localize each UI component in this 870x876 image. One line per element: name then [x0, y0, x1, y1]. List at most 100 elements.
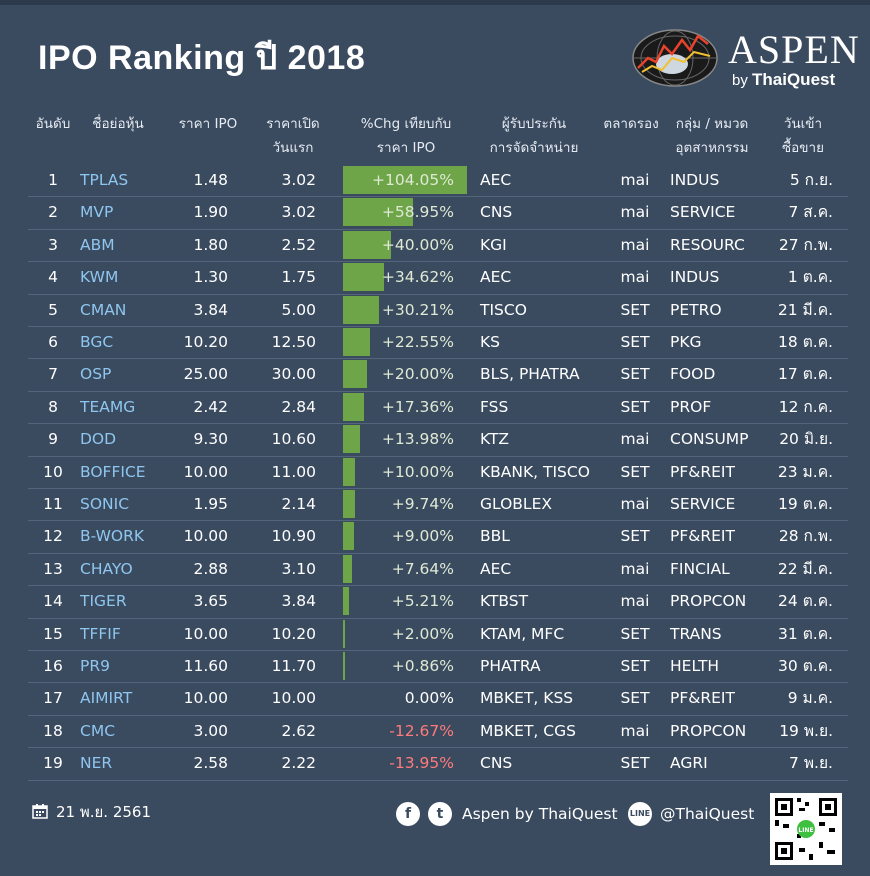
- table-row: 10 BOFFICE 10.00 11.00 KBANK, TISCO SET PF&REI…: [28, 456, 848, 489]
- market-cell: SET: [620, 689, 650, 708]
- rank-cell: 8: [48, 397, 58, 416]
- calendar-icon: [32, 804, 48, 819]
- open-price-cell: 3.02: [281, 171, 316, 189]
- chg-bar-track: [343, 650, 468, 682]
- listing-date-cell: 17 ต.ค.: [778, 365, 833, 384]
- symbol-cell[interactable]: BGC: [80, 333, 114, 351]
- chg-label-cell: +13.98%: [381, 430, 454, 449]
- rank-cell: 11: [43, 495, 63, 513]
- underwriter-cell: TISCO: [480, 300, 527, 319]
- open-price-cell: 5.00: [281, 300, 316, 319]
- symbol-cell[interactable]: MVP: [80, 203, 114, 222]
- twitter-icon[interactable]: t: [428, 802, 452, 826]
- market-cell: mai: [620, 495, 650, 513]
- symbol-cell[interactable]: TFFIF: [80, 624, 121, 643]
- open-price-cell: 2.52: [281, 235, 316, 254]
- listing-date-cell: 22 มี.ค.: [777, 559, 833, 578]
- symbol-cell[interactable]: B-WORK: [80, 527, 145, 546]
- industry-cell: AGRI: [670, 754, 708, 773]
- chg-label-cell: +58.95%: [381, 203, 454, 222]
- underwriter-cell: CNS: [480, 203, 513, 222]
- listing-date-cell: 7 ส.ค.: [788, 203, 833, 222]
- globe-logo-icon: [632, 29, 718, 87]
- brand-name: ASPEN: [728, 27, 860, 72]
- listing-date-cell: 18 ต.ค.: [778, 333, 833, 351]
- underwriter-cell: MBKET, KSS: [480, 689, 574, 708]
- industry-cell: SERVICE: [670, 495, 736, 513]
- symbol-cell[interactable]: SONIC: [80, 495, 130, 513]
- chg-bar: [343, 554, 353, 583]
- listing-date-cell: 30 ต.ค.: [778, 657, 833, 675]
- chg-label-cell: +20.00%: [381, 365, 454, 384]
- listing-date-cell: 19 พ.ย.: [779, 721, 833, 740]
- symbol-cell[interactable]: DOD: [80, 430, 117, 449]
- industry-cell: PF&REIT: [670, 462, 735, 481]
- listing-date-cell: 21 มี.ค.: [777, 300, 833, 319]
- table-row: 15 TFFIF 10.00 10.20 KTAM, MFC SET TRANS 31 ต.ค…: [28, 618, 848, 651]
- symbol-cell[interactable]: PR9: [80, 657, 110, 675]
- listing-date-cell: 9 ม.ค.: [787, 689, 833, 708]
- header-rank: อันดับ: [35, 116, 71, 132]
- rank-cell: 18: [43, 721, 63, 740]
- open-price-cell: 2.22: [281, 754, 316, 773]
- chg-bar-track: [343, 456, 468, 488]
- chg-bar: [343, 295, 379, 324]
- underwriter-cell: CNS: [480, 754, 513, 773]
- chg-bar-track: [343, 423, 468, 455]
- listing-date-cell: 20 มิ.ย.: [779, 430, 833, 449]
- ipo-price-cell: 11.60: [183, 657, 228, 675]
- symbol-cell[interactable]: TPLAS: [80, 171, 129, 189]
- market-cell: mai: [620, 235, 650, 254]
- open-price-cell: 10.90: [271, 527, 316, 546]
- symbol-cell[interactable]: TIGER: [80, 592, 127, 611]
- market-cell: SET: [620, 333, 650, 351]
- rank-cell: 4: [48, 268, 58, 287]
- header-uw-line2: การจัดจำหน่าย: [489, 140, 579, 156]
- line-icon[interactable]: LINE: [628, 802, 652, 826]
- market-cell: mai: [620, 171, 650, 189]
- industry-cell: PKG: [670, 333, 702, 351]
- line-id[interactable]: @ThaiQuest: [660, 805, 755, 823]
- chg-bar: [343, 166, 467, 194]
- listing-date-cell: 27 ก.พ.: [778, 235, 833, 254]
- rank-cell: 12: [43, 527, 63, 546]
- symbol-cell[interactable]: AIMIRT: [80, 689, 133, 708]
- open-price-cell: 1.75: [281, 268, 316, 287]
- open-price-cell: 3.10: [281, 559, 316, 578]
- rank-cell: 17: [43, 689, 63, 708]
- symbol-cell[interactable]: BOFFICE: [80, 462, 146, 481]
- brand-by-word: by: [732, 72, 748, 89]
- symbol-cell[interactable]: CMC: [80, 721, 116, 740]
- symbol-cell[interactable]: TEAMG: [80, 397, 136, 416]
- header-open-line2: วันแรก: [272, 140, 314, 156]
- chg-label-cell: 0.00%: [404, 689, 454, 708]
- ipo-price-cell: 3.65: [193, 592, 228, 611]
- market-cell: SET: [620, 365, 650, 384]
- symbol-cell[interactable]: OSP: [80, 365, 112, 384]
- market-cell: mai: [620, 430, 650, 449]
- underwriter-cell: KTZ: [480, 430, 510, 449]
- facebook-icon[interactable]: f: [396, 802, 420, 826]
- chg-bar: [343, 522, 354, 551]
- brand-company: ThaiQuest: [752, 70, 836, 89]
- rank-cell: 14: [43, 592, 63, 611]
- market-cell: mai: [620, 721, 650, 740]
- table-row: 12 B-WORK 10.00 10.90 BBL SET PF&REIT 28 ก.พ. +9…: [28, 520, 848, 554]
- chg-bar-track: [343, 585, 468, 617]
- industry-cell: FOOD: [670, 365, 716, 384]
- ipo-price-cell: 2.88: [193, 559, 228, 578]
- aspen-logo: ASPEN by ThaiQuest: [632, 26, 860, 90]
- symbol-cell[interactable]: CMAN: [80, 300, 127, 319]
- underwriter-cell: AEC: [480, 559, 512, 578]
- symbol-cell[interactable]: ABM: [80, 235, 115, 254]
- underwriter-cell: BLS, PHATRA: [480, 365, 580, 384]
- ipo-price-cell: 10.00: [183, 527, 228, 546]
- chg-label-cell: +10.00%: [381, 462, 454, 481]
- symbol-cell[interactable]: CHAYO: [80, 559, 133, 578]
- underwriter-cell: MBKET, CGS: [480, 721, 576, 740]
- listing-date-cell: 5 ก.ย.: [789, 171, 833, 189]
- symbol-cell[interactable]: KWM: [80, 268, 119, 287]
- underwriter-cell: GLOBLEX: [480, 495, 552, 513]
- symbol-cell[interactable]: NER: [80, 754, 113, 773]
- social-name[interactable]: Aspen by ThaiQuest: [462, 805, 618, 823]
